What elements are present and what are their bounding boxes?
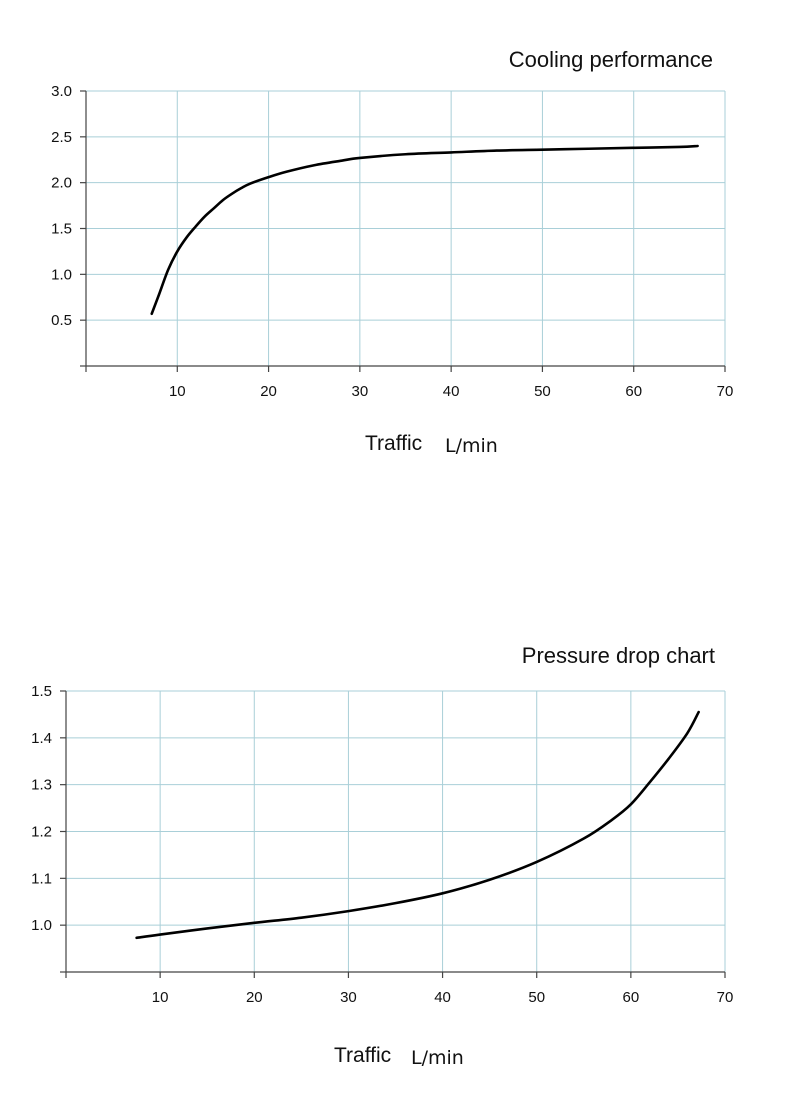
x-tick-label: 40 [443,383,460,400]
x-tick-label: 60 [623,989,640,1006]
y-tick-label: 1.0 [51,266,72,283]
series-line [135,710,700,940]
y-tick-label: 1.2 [31,824,52,841]
series-line [150,144,699,316]
x-axis-label: Traffic [334,1044,391,1067]
x-axis-label: Traffic [365,432,422,455]
y-tick-label: 0.5 [51,312,72,329]
y-tick-label: 1.1 [31,870,52,887]
y-tick-label: 3.0 [51,83,72,100]
x-tick-label: 20 [246,989,263,1006]
x-tick-label: 10 [152,989,169,1006]
x-tick-label: 10 [169,383,186,400]
y-tick-label: 1.0 [31,917,52,934]
x-tick-label: 60 [625,383,642,400]
x-tick-label: 30 [352,383,369,400]
chart-2: 10 20 30 40 50 60 70 1.0 1.1 1.2 1.3 1.4 1.5 Pressure… [31,643,733,1069]
x-axis-unit: L/min [411,1047,464,1069]
y-tick-label: 2.0 [51,175,72,192]
y-tick-label: 1.3 [31,777,52,794]
chart-title: Pressure drop chart [522,643,715,668]
x-tick-label: 70 [717,989,734,1006]
x-axis-unit: L/min [445,435,498,457]
y-tick-label: 1.5 [51,221,72,238]
x-tick-label: 30 [340,989,357,1006]
x-tick-label: 50 [528,989,545,1006]
chart-title: Cooling performance [509,47,713,72]
chart-1: 10 20 30 40 50 60 70 0.5 1.0 1.5 2.0 2.5 3.0 Cooling … [51,47,733,457]
y-tick-label: 1.5 [31,683,52,700]
x-tick-label: 40 [434,989,451,1006]
y-tick-label: 1.4 [31,730,52,747]
x-tick-label: 70 [717,383,734,400]
x-tick-label: 50 [534,383,551,400]
y-tick-label: 2.5 [51,129,72,146]
x-tick-label: 20 [260,383,277,400]
